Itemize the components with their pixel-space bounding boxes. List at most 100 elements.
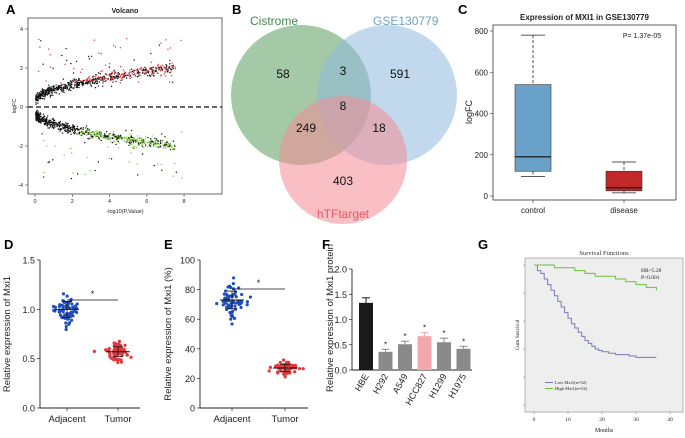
volcano-point [82, 83, 85, 85]
volcano-point [146, 71, 148, 73]
volcano-point [81, 81, 83, 84]
panel-label-f: F [322, 237, 330, 252]
volcano-xlabel: -log10(P.Value) [106, 209, 143, 215]
volcano-point [142, 70, 144, 72]
volcano-point [95, 81, 97, 83]
volcano-point [132, 71, 135, 73]
volcano-point [121, 73, 123, 76]
volcano-point [137, 142, 140, 144]
bar-h292 [378, 351, 393, 370]
bar-xtick-label: H1299 [427, 372, 449, 400]
volcano-point [151, 139, 153, 141]
volcano-point [47, 127, 49, 129]
volcano-point [89, 170, 91, 172]
volcano-point [121, 138, 123, 140]
volcano-point [51, 118, 53, 120]
volcano-point [100, 139, 102, 142]
volcano-point [132, 147, 134, 149]
volcano-point [103, 76, 106, 78]
bar-hcc827 [417, 336, 432, 370]
volcano-point [49, 54, 52, 56]
scatter-point-adjacent [66, 317, 70, 321]
volcano-point [88, 58, 91, 60]
scatter-point-tumor [293, 370, 297, 374]
volcano-point [112, 79, 115, 81]
volcano-point [77, 78, 80, 80]
volcano-point [171, 146, 173, 148]
volcano-point [161, 143, 164, 145]
volcano-point [180, 39, 182, 42]
volcano-point [169, 71, 171, 74]
scatter-point-tumor [116, 360, 120, 365]
survival-xtick-label: 0 [533, 417, 536, 423]
volcano-point [84, 141, 86, 144]
volcano-point [70, 85, 72, 88]
scatter-ytick-label: 80 [185, 285, 195, 295]
box-disease [605, 170, 643, 192]
volcano-point [35, 93, 38, 96]
volcano-point [117, 75, 120, 78]
volcano-point [52, 159, 54, 161]
scatter-point-adjacent [228, 294, 232, 298]
volcano-point [108, 62, 111, 65]
volcano-point [64, 129, 67, 131]
venn-count-htf-only: 403 [333, 174, 353, 188]
volcano-point [53, 90, 55, 92]
volcano-point [67, 126, 69, 128]
volcano-point [160, 139, 163, 142]
volcano-point [145, 135, 147, 138]
volcano-point [136, 139, 139, 141]
volcano-point [120, 77, 122, 79]
volcano-point [35, 101, 37, 103]
volcano-point [100, 78, 103, 81]
volcano-point [39, 46, 41, 48]
volcano-point [100, 70, 102, 73]
volcano-point [93, 136, 95, 138]
scatter-point-adjacent [233, 316, 237, 321]
volcano-point [169, 47, 172, 49]
volcano-point [130, 68, 133, 71]
volcano-point [137, 75, 139, 78]
volcano-point [150, 52, 152, 55]
volcano-point [107, 136, 109, 138]
volcano-point [167, 143, 169, 146]
volcano-point [167, 69, 169, 72]
volcano-point [49, 88, 52, 91]
scatter-point-tumor [268, 365, 273, 370]
volcano-point [49, 66, 52, 68]
volcano-point [140, 144, 143, 146]
scatter-ytick-label: 40 [185, 344, 195, 354]
volcano-point [66, 123, 68, 125]
volcano-point [118, 73, 120, 75]
volcano-point [155, 145, 157, 148]
volcano-point [71, 130, 74, 132]
volcano-point [158, 145, 160, 148]
volcano-point [63, 83, 65, 86]
volcano-point [37, 113, 39, 115]
volcano-point [77, 84, 79, 86]
volcano-point [82, 132, 84, 135]
volcano-point [127, 74, 130, 77]
scatter-ylabel: Relative expression of Mxi1 [2, 276, 13, 392]
volcano-point [166, 68, 169, 70]
volcano-point [158, 66, 160, 68]
volcano-point [98, 139, 100, 141]
volcano-point [108, 158, 110, 160]
scatter-point-adjacent [69, 310, 74, 315]
scatter-point-adjacent [61, 292, 66, 296]
volcano-point [119, 82, 122, 84]
volcano-point [174, 68, 176, 70]
volcano-point [76, 80, 79, 82]
volcano-ytick-label: 4 [20, 27, 23, 33]
volcano-point [135, 139, 138, 142]
volcano-point [35, 103, 37, 105]
bar-ytick-label: 2.0 [334, 265, 347, 275]
volcano-point [53, 119, 55, 122]
scatter-ytick-label: 60 [185, 315, 195, 325]
volcano-point [64, 123, 66, 126]
scatter-point-adjacent [70, 302, 74, 306]
volcano-point [69, 80, 72, 82]
scatter-point-adjacent [64, 324, 68, 329]
volcano-point [67, 132, 69, 134]
bar-ytick-label: 1.0 [334, 315, 347, 325]
